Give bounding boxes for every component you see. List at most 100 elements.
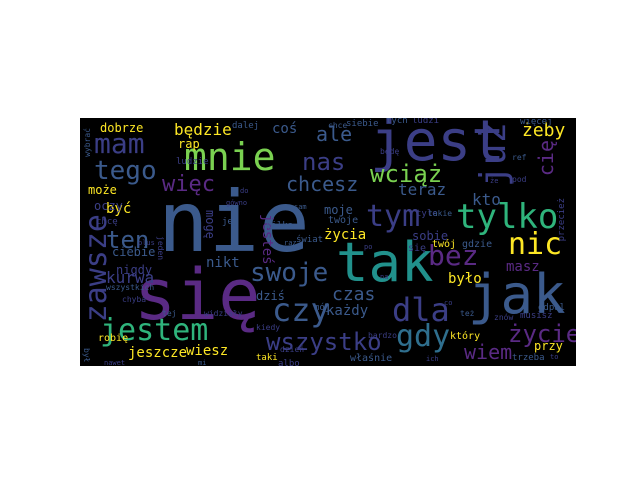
word-dobrze: dobrze <box>100 121 144 135</box>
word-nawet: nawet <box>104 359 126 367</box>
word-tym: tym <box>366 199 421 234</box>
word-jej: jej <box>222 217 239 227</box>
word-ref: ref <box>512 153 527 162</box>
word-wiem: wiem <box>464 340 513 364</box>
word-kilka: kilka <box>266 221 294 231</box>
word-oczy: oczy <box>94 199 123 213</box>
word-gdzie: gdzie <box>462 239 493 250</box>
word-mam: mam <box>94 127 145 160</box>
word-bede: będę <box>380 147 400 156</box>
word-sobie: sobie <box>412 229 449 243</box>
word-nas: nas <box>302 148 346 176</box>
word-kazdy: każdy <box>326 303 369 319</box>
word-moj: mój <box>314 303 331 313</box>
word-kiedy: kiedy <box>256 323 281 332</box>
word-wiec: więc <box>162 172 215 197</box>
word-bedzie: będzie <box>174 120 232 139</box>
word-ciebie: ciebie <box>112 245 156 259</box>
word-sie: się <box>134 254 261 336</box>
word-nie: nie <box>158 173 310 271</box>
word-robie: robię <box>98 333 129 344</box>
word-to: to <box>550 353 559 361</box>
word-byc: być <box>106 201 132 217</box>
word-rap: rap <box>178 137 200 151</box>
word-ludzi: ludzi <box>412 118 440 126</box>
word-raz: raz <box>284 239 297 247</box>
word-czas: czas <box>332 284 376 305</box>
word-twoj: twój <box>432 239 457 250</box>
word-ktory: który <box>450 331 481 342</box>
word-zycia: życia <box>324 227 367 243</box>
word-taki: taki <box>256 353 278 363</box>
word-kto: kto <box>472 190 501 209</box>
word-co: co <box>444 299 453 307</box>
word-swoje: swoje <box>250 258 329 288</box>
word-tak: tak <box>336 231 434 294</box>
word-tyle: tyle <box>416 209 438 219</box>
word-twoje: twoje <box>328 215 359 226</box>
word-mnie: mnie <box>184 135 276 179</box>
word-wiesz: wiesz <box>186 343 229 359</box>
word-mi: mi <box>198 359 207 367</box>
word-tylko: tylko <box>456 197 559 237</box>
word-tych: tych <box>386 118 408 126</box>
word-widzialy: widziały <box>204 309 243 318</box>
word-chcesz: chcesz <box>286 172 359 196</box>
word-do: do <box>240 187 249 195</box>
word-nic: nic <box>508 227 563 262</box>
word-kurwa: kurwa <box>106 268 155 287</box>
word-jeden: jeden <box>156 236 165 261</box>
word-gowno: gówno <box>226 199 248 207</box>
word-siebie: siebie <box>346 119 379 129</box>
word-ale: ale <box>316 122 353 146</box>
word-jest: jest <box>370 118 505 174</box>
word-ze: że <box>490 177 499 185</box>
word-wiecej: więcej <box>520 118 553 127</box>
word-ten: ten <box>106 226 150 254</box>
word-trzeba: trzeba <box>512 353 545 363</box>
word-odpal: odpal <box>538 303 566 313</box>
word-tej: tej <box>162 309 177 318</box>
word-bardzo: bardzo <box>368 331 397 340</box>
word-na: na <box>380 273 389 281</box>
word-bylo: było <box>448 271 482 287</box>
word-przy: przy <box>534 339 563 353</box>
word-zycie: życie <box>508 320 576 348</box>
word-sam: sam <box>294 203 307 211</box>
word-przeciez: przecież <box>557 198 567 242</box>
word-jestes: jesteś <box>259 214 275 265</box>
word-dzis: dziś <box>256 289 285 303</box>
word-nikt: nikt <box>206 255 240 271</box>
word-gdy: gdy <box>396 319 451 354</box>
word-znow: znów <box>494 313 514 322</box>
word-cloud-canvas: nie się jest tak jak mnie tylko już jest… <box>80 118 576 366</box>
word-chce: chcę <box>96 217 118 227</box>
word-nigdy: nigdy <box>116 263 153 277</box>
word-takie: takie <box>428 209 453 218</box>
word-chce2: chce <box>328 121 348 130</box>
word-ich: ich <box>426 355 439 363</box>
word-cie: cię <box>534 140 558 177</box>
word-masz: masz <box>506 259 540 275</box>
word-sie2: się <box>408 243 427 254</box>
word-cos: coś <box>272 121 298 137</box>
word-teraz: teraz <box>398 180 447 199</box>
word-wciaz: wciąż <box>370 160 443 188</box>
word-dalej: dalej <box>232 121 260 131</box>
word-tez: też <box>460 309 475 318</box>
word-musisz: musisz <box>520 311 553 321</box>
word-jeszcze: jeszcze <box>128 345 188 361</box>
word-ludzie: ludzie <box>176 157 209 167</box>
word-dla: dla <box>392 291 450 329</box>
word-moje: moje <box>324 203 353 217</box>
word-dzien: dzień <box>280 345 305 354</box>
word-jak: jak <box>468 263 566 326</box>
word-tego: tego <box>94 156 157 186</box>
word-wszystkich: wszystkich <box>106 283 155 292</box>
word-wlasnie: właśnie <box>350 353 393 364</box>
word-moze: może <box>88 183 117 197</box>
word-bez: bez <box>428 239 479 272</box>
word-chyba: chyba <box>122 295 147 304</box>
word-byl: był <box>82 348 91 363</box>
word-swiat: świat <box>296 235 324 245</box>
